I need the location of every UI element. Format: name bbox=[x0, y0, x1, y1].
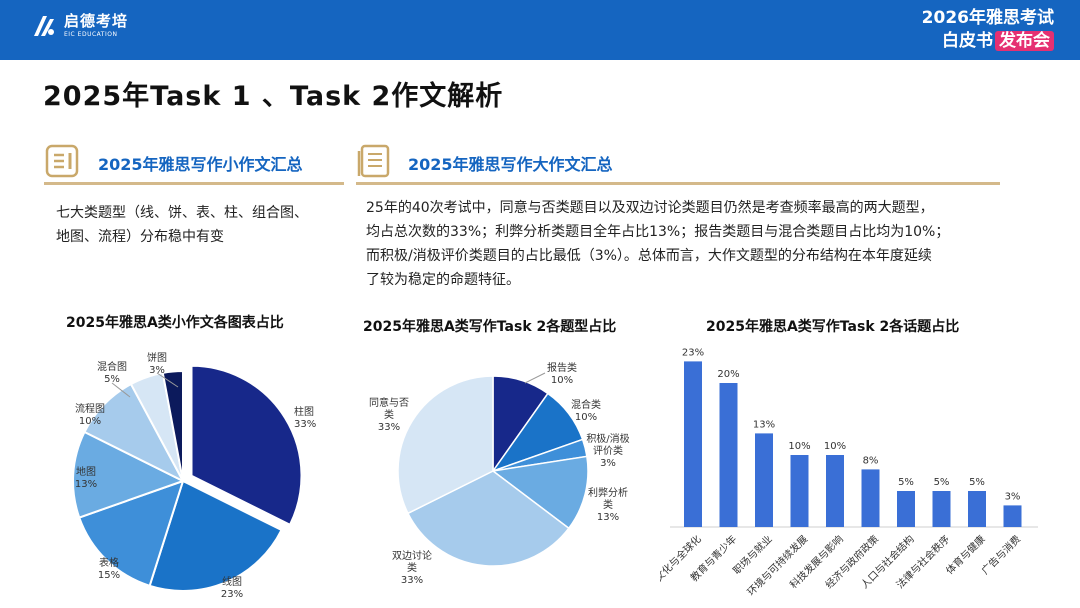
chart3-title: 2025年雅思A类写作Task 2各话题占比 bbox=[706, 319, 960, 335]
chart1-title: 2025年雅思A类小作文各图表占比 bbox=[66, 315, 284, 331]
right-text-line: 了较为稳定的命题特征。 bbox=[366, 272, 520, 288]
pie2-slice-label: 积极/消极评价类 3% bbox=[586, 432, 629, 469]
pie1-slice-label: 地图 bbox=[76, 465, 96, 478]
chart2-title: 2025年雅思A类写作Task 2各题型占比 bbox=[363, 319, 617, 335]
pie1-slice bbox=[77, 479, 185, 588]
bar bbox=[897, 491, 915, 527]
pie2-slice bbox=[491, 455, 589, 530]
pie1-slice-value: 23% bbox=[221, 589, 243, 600]
bar-value-label: 5% bbox=[969, 477, 985, 488]
bar bbox=[755, 433, 773, 527]
header-bar: 启德考培 EIC EDUCATION 2026年雅思考试 白皮书 发布会 bbox=[0, 0, 1080, 60]
left-section-divider bbox=[44, 182, 344, 185]
pie2-slice-label: 报告类 10% bbox=[547, 361, 577, 386]
right-section-title: 2025年雅思写作大作文汇总 bbox=[408, 155, 613, 174]
bar-value-label: 5% bbox=[898, 477, 914, 488]
bar bbox=[1003, 505, 1022, 527]
pie1-slice-label: 线图 bbox=[222, 575, 242, 588]
right-section-text: 25年的40次考试中，同意与否类题目以及双边讨论类题目仍然是考查频率最高的两大题… bbox=[366, 196, 1056, 292]
page-title: 2025年Task 1 、Task 2作文解析 bbox=[43, 81, 504, 112]
right-section-divider bbox=[356, 182, 1000, 185]
pie1-slice bbox=[190, 364, 303, 527]
pie2-leader-line bbox=[524, 372, 546, 384]
logo-text-en: EIC EDUCATION bbox=[64, 31, 118, 38]
brand-line2-text: 白皮书 bbox=[942, 31, 993, 51]
event-brand: 2026年雅思考试 白皮书 发布会 bbox=[922, 7, 1054, 53]
bar bbox=[932, 491, 951, 527]
bar-category-label: 环境与可持续发展 bbox=[744, 532, 810, 598]
bar bbox=[826, 455, 844, 527]
logo: 启德考培 EIC EDUCATION bbox=[30, 11, 128, 41]
bar-value-label: 5% bbox=[934, 477, 950, 488]
pie1-slice-label: 混合图 bbox=[97, 360, 127, 373]
brand-highlight: 发布会 bbox=[995, 31, 1054, 51]
pie2-slice-label: 同意与否类 33% bbox=[369, 396, 409, 433]
bar-value-label: 3% bbox=[1005, 491, 1021, 502]
brand-line2: 白皮书 发布会 bbox=[922, 29, 1054, 53]
bar-value-label: 13% bbox=[753, 419, 775, 430]
book-icon bbox=[357, 144, 390, 178]
pie1-slice-label: 流程图 bbox=[75, 402, 105, 415]
pie1-slice bbox=[72, 430, 186, 519]
left-text-line: 七大类题型（线、饼、表、柱、组合图、 bbox=[56, 205, 308, 221]
brand-line1: 2026年雅思考试 bbox=[921, 8, 1054, 28]
right-text-line: 而积极/消极评价类题目的占比最低（3%）。总体而言，大作文题型的分布结构在本年度… bbox=[366, 248, 932, 264]
bar bbox=[684, 361, 702, 527]
notes-icon bbox=[45, 144, 79, 178]
pie1-slice-value: 3% bbox=[149, 365, 165, 376]
bar-category-label: 广告与消费 bbox=[979, 532, 1024, 577]
pie2-slice bbox=[406, 470, 570, 567]
chart3-bar: 23%文化与全球化20%教育与青少年13%职场与就业10%环境与可持续发展10%… bbox=[660, 347, 1038, 598]
left-section-title: 2025年雅思写作小作文汇总 bbox=[98, 155, 303, 174]
right-text-line: 25年的40次考试中，同意与否类题目以及双边讨论类题目仍然是考查频率最高的两大题… bbox=[366, 200, 934, 216]
logo-text-cn: 启德考培 bbox=[64, 12, 129, 30]
pie1-leader-line bbox=[156, 372, 179, 388]
logo-mark-icon bbox=[34, 16, 54, 36]
pie1-leader-line bbox=[111, 382, 131, 398]
pie1-slice-value: 13% bbox=[75, 479, 97, 490]
pie1-slice-value: 10% bbox=[79, 416, 101, 427]
pie2-slice-label: 双边讨论类 33% bbox=[392, 549, 432, 586]
pie2-slice-label: 混合类 10% bbox=[571, 398, 601, 423]
pie1-slice-value: 5% bbox=[104, 374, 120, 385]
bar-value-label: 10% bbox=[824, 441, 846, 452]
chart2-pie: 报告类 10% 混合类 10% 积极/消极评价类 3% 利弊分析类 13% 双边讨论类 33% 同意… bbox=[369, 361, 630, 586]
pie1-slice-value: 15% bbox=[98, 570, 120, 581]
pie1-slice-label: 表格 bbox=[99, 556, 119, 569]
bar-value-label: 20% bbox=[717, 369, 739, 380]
pie1-slice-value: 33% bbox=[294, 419, 316, 430]
bar bbox=[861, 469, 880, 527]
bar bbox=[719, 383, 738, 527]
pie1-slice-label: 饼图 bbox=[147, 351, 167, 364]
left-section-text: 七大类题型（线、饼、表、柱、组合图、 地图、流程）分布稳中有变 bbox=[56, 201, 356, 249]
right-text-line: 均占总次数的33%；利弊分析类题目全年占比13%；报告类题目与混合类题目占比均为… bbox=[366, 224, 950, 240]
pie1-slice bbox=[148, 479, 283, 592]
pie1-slice bbox=[161, 369, 184, 482]
bar-value-label: 8% bbox=[863, 455, 879, 466]
bar-value-label: 10% bbox=[788, 441, 810, 452]
bar bbox=[790, 455, 809, 527]
pie2-slice-label: 利弊分析类 13% bbox=[588, 486, 628, 523]
left-text-line: 地图、流程）分布稳中有变 bbox=[56, 229, 224, 245]
pie2-slice bbox=[397, 375, 494, 515]
bar-value-label: 23% bbox=[682, 347, 704, 358]
bar bbox=[968, 491, 986, 527]
pie1-slice-label: 柱图 bbox=[294, 405, 314, 418]
